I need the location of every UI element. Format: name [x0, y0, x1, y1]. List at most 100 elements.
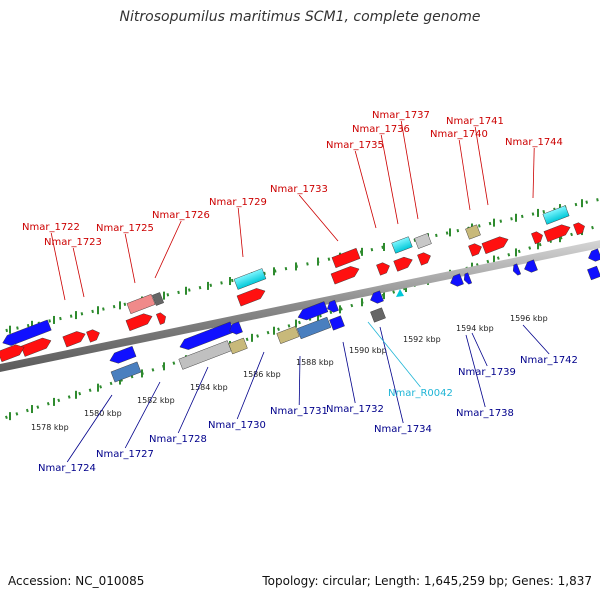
label-leader-line [380, 134, 399, 225]
scale-tick-label: 1590 kbp [349, 346, 387, 355]
rna-gene-box[interactable] [542, 205, 570, 225]
gene-box[interactable] [276, 326, 300, 344]
rna-gene-box[interactable] [233, 268, 267, 290]
gene-label-bottom[interactable]: Nmar_1728 [149, 434, 207, 445]
gene-label-top[interactable]: Nmar_1729 [209, 197, 267, 208]
scale-tick-label: 1582 kbp [137, 396, 175, 405]
gene-arrow-forward[interactable] [543, 222, 572, 243]
gene-box[interactable] [331, 247, 361, 269]
gene-arrow-forward[interactable] [393, 255, 415, 272]
rna-gene-box[interactable] [391, 236, 413, 254]
accession-text: Accession: NC_010085 [8, 574, 145, 588]
gene-label-top[interactable]: Nmar_1737 [372, 110, 430, 121]
gene-box[interactable] [465, 224, 481, 240]
label-leader-line [379, 326, 404, 424]
gene-arrow-forward[interactable] [86, 328, 101, 343]
gene-box-pseudo[interactable] [152, 292, 164, 306]
gene-label-top[interactable]: Nmar_1741 [446, 116, 504, 127]
label-leader-line [522, 324, 550, 355]
gene-label-bottom[interactable]: Nmar_1732 [326, 404, 384, 415]
gene-arrow-forward[interactable] [573, 221, 586, 236]
gene-box[interactable] [110, 361, 142, 383]
gene-arrow-forward[interactable] [0, 342, 26, 363]
scale-tick-label: 1594 kbp [456, 324, 494, 333]
gene-label-bottom[interactable]: Nmar_1738 [456, 408, 514, 419]
gene-arrow-forward[interactable] [236, 286, 267, 307]
gene-label-bottom[interactable]: Nmar_1742 [520, 355, 578, 366]
gene-arrow-forward[interactable] [330, 264, 361, 285]
label-leader-line [237, 207, 244, 258]
gene-label-top[interactable]: Nmar_1725 [96, 223, 154, 234]
gene-arrow-reverse[interactable] [1, 319, 52, 348]
gene-label-top[interactable]: Nmar_1740 [430, 129, 488, 140]
gene-arrow-reverse[interactable] [448, 273, 464, 289]
gene-label-top[interactable]: Nmar_1722 [22, 222, 80, 233]
gene-arrow-reverse[interactable] [325, 299, 339, 314]
gene-label-bottom[interactable]: Nmar_1727 [96, 449, 154, 460]
label-leader-line [367, 321, 421, 388]
scale-tick-label: 1596 kbp [510, 314, 548, 323]
scale-tick-label: 1580 kbp [84, 409, 122, 418]
label-leader-line [298, 355, 301, 406]
gene-box[interactable] [228, 337, 248, 355]
gene-arrow-reverse[interactable] [108, 345, 137, 366]
label-leader-line [471, 332, 488, 367]
gene-arrow-reverse[interactable] [511, 263, 522, 276]
gene-label-bottom[interactable]: Nmar_1739 [458, 367, 516, 378]
label-leader-line [354, 150, 377, 229]
gene-arrow-reverse[interactable] [462, 272, 473, 285]
gene-label-bottom[interactable]: Nmar_1734 [374, 424, 432, 435]
gene-label-top[interactable]: Nmar_1744 [505, 137, 563, 148]
label-leader-line [236, 351, 265, 420]
label-leader-line [532, 147, 535, 199]
scale-tick-label: 1586 kbp [243, 370, 281, 379]
label-leader-line [400, 120, 419, 220]
label-leader-line [66, 394, 113, 463]
gene-arrow-forward[interactable] [62, 329, 87, 348]
label-leader-line [177, 366, 209, 434]
gene-arrow-reverse[interactable] [522, 259, 538, 275]
gene-box[interactable] [370, 307, 386, 323]
gene-label-bottom[interactable]: Nmar_1730 [208, 420, 266, 431]
gene-arrow-forward[interactable] [156, 311, 167, 325]
label-leader-line [124, 381, 161, 449]
gene-arrow-reverse[interactable] [227, 321, 243, 337]
page-title: Nitrosopumilus maritimus SCM1, complete … [119, 9, 481, 25]
gene-label-bottom[interactable]: Nmar_1724 [38, 463, 96, 474]
gene-arrow-forward[interactable] [531, 230, 544, 245]
gene-box[interactable] [414, 233, 432, 249]
gene-label-top[interactable]: Nmar_1736 [352, 124, 410, 135]
gene-arrow-forward[interactable] [125, 311, 154, 332]
label-leader-line [298, 194, 339, 242]
gene-arrow-reverse[interactable] [368, 290, 384, 306]
gene-label-top[interactable]: Nmar_1723 [44, 237, 102, 248]
gene-box-pseudo[interactable] [126, 293, 156, 315]
gene-box[interactable] [587, 265, 600, 281]
gene-arrow-forward[interactable] [468, 242, 483, 257]
gene-box[interactable] [296, 316, 332, 340]
gene-arrow-forward[interactable] [20, 335, 53, 357]
gene-arrow-forward[interactable] [417, 251, 432, 266]
gene-arrow-forward[interactable] [376, 261, 391, 276]
scale-tick-label: 1588 kbp [296, 358, 334, 367]
gene-arrow-reverse[interactable] [296, 301, 329, 322]
label-leader-line [474, 126, 489, 206]
scale-tick-label: 1578 kbp [31, 423, 69, 432]
label-leader-line [50, 232, 66, 301]
topology-text: Topology: circular; Length: 1,645,259 bp… [262, 574, 592, 588]
gene-label-top[interactable]: Nmar_1735 [326, 140, 384, 151]
scale-tick-label: 1584 kbp [190, 383, 228, 392]
label-leader-line [72, 247, 85, 298]
gene-label-top[interactable]: Nmar_1733 [270, 184, 328, 195]
label-leader-line [154, 220, 182, 279]
genome-axis [0, 240, 600, 372]
gene-label-bottom[interactable]: Nmar_1731 [270, 406, 328, 417]
rna-marker[interactable] [396, 289, 404, 297]
scale-tick-label: 1592 kbp [403, 335, 441, 344]
gene-label-top[interactable]: Nmar_1726 [152, 210, 210, 221]
rna-label[interactable]: Nmar_R0042 [388, 388, 453, 399]
gene-arrow-reverse[interactable] [586, 248, 600, 264]
gene-arrow-forward[interactable] [481, 234, 510, 255]
gene-box[interactable] [329, 315, 345, 331]
